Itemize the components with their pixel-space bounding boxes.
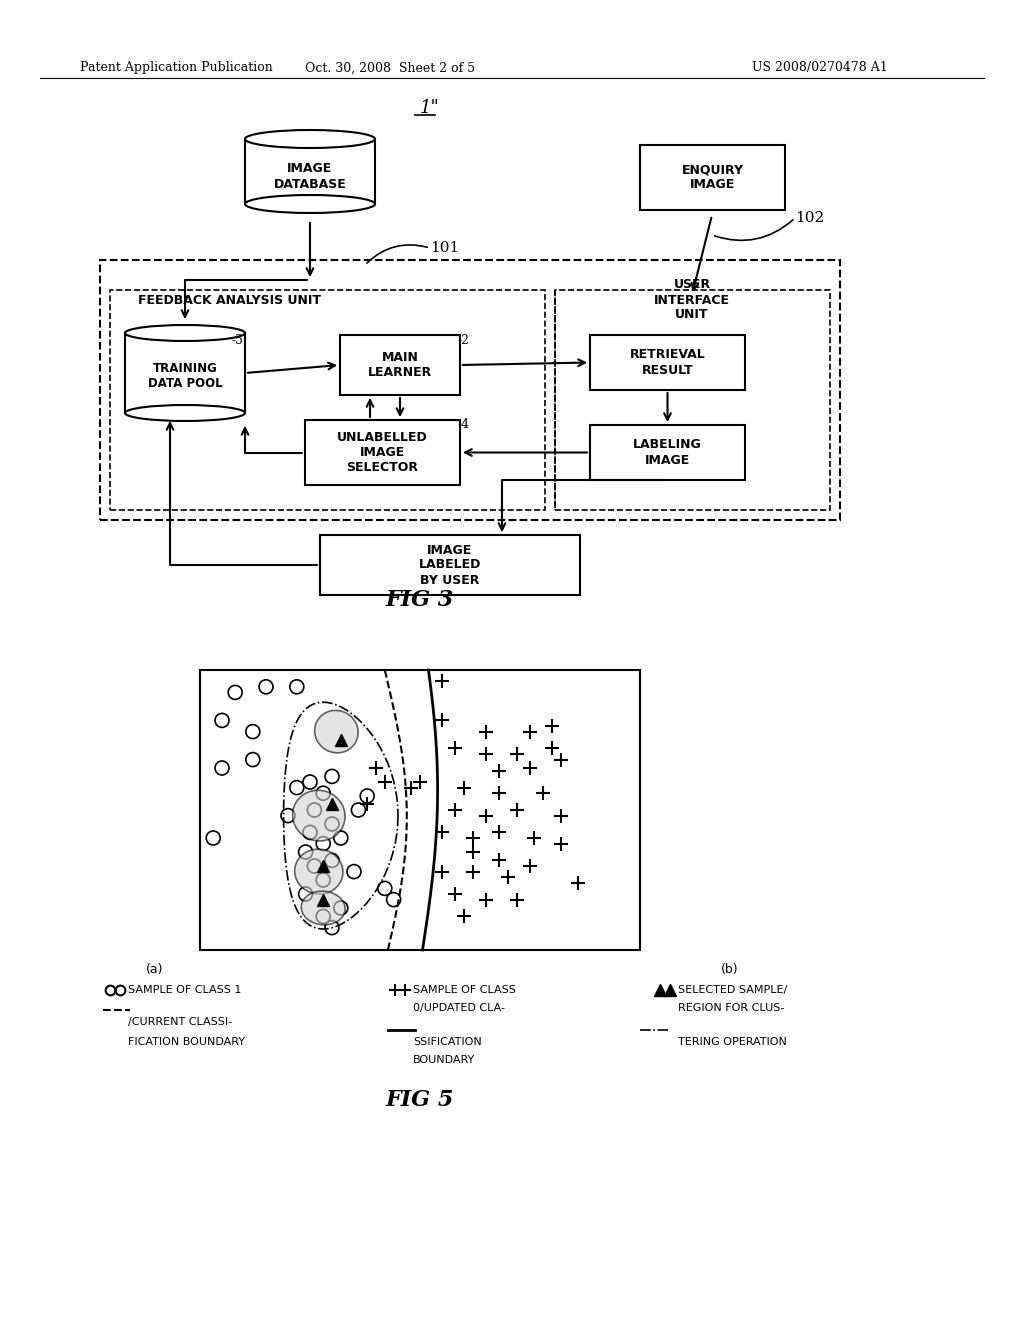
Text: BOUNDARY: BOUNDARY [413, 1055, 475, 1065]
Ellipse shape [125, 405, 245, 421]
Text: SAMPLE OF CLASS: SAMPLE OF CLASS [413, 985, 516, 995]
Text: IMAGE
DATABASE: IMAGE DATABASE [273, 162, 346, 190]
Text: SAMPLE OF CLASS 1: SAMPLE OF CLASS 1 [128, 985, 242, 995]
Text: SSIFICATION: SSIFICATION [413, 1038, 481, 1047]
Ellipse shape [293, 791, 345, 841]
Text: ENQUIRY
IMAGE: ENQUIRY IMAGE [682, 164, 743, 191]
Text: -4: -4 [458, 418, 470, 432]
Text: FICATION BOUNDARY: FICATION BOUNDARY [128, 1038, 245, 1047]
Text: TERING OPERATION: TERING OPERATION [678, 1038, 786, 1047]
Text: FEEDBACK ANALYSIS UNIT: FEEDBACK ANALYSIS UNIT [138, 293, 322, 306]
Text: 101: 101 [430, 242, 459, 255]
Text: 0/UPDATED CLA-: 0/UPDATED CLA- [413, 1003, 505, 1012]
Text: 1": 1" [420, 99, 440, 117]
FancyBboxPatch shape [590, 335, 745, 389]
Text: LABELING
IMAGE: LABELING IMAGE [633, 438, 701, 466]
FancyBboxPatch shape [640, 145, 785, 210]
Text: -2: -2 [458, 334, 470, 346]
Text: US 2008/0270478 A1: US 2008/0270478 A1 [752, 62, 888, 74]
FancyBboxPatch shape [319, 535, 580, 595]
Ellipse shape [314, 710, 358, 752]
FancyBboxPatch shape [590, 425, 745, 480]
Ellipse shape [301, 891, 345, 925]
Text: FIG 3: FIG 3 [386, 589, 455, 611]
Text: USER
INTERFACE
UNIT: USER INTERFACE UNIT [654, 279, 730, 322]
Text: FIG 5: FIG 5 [386, 1089, 455, 1111]
Text: Oct. 30, 2008  Sheet 2 of 5: Oct. 30, 2008 Sheet 2 of 5 [305, 62, 475, 74]
Text: 102: 102 [795, 211, 824, 224]
Text: TRAINING
DATA POOL: TRAINING DATA POOL [147, 362, 222, 389]
Text: RETRIEVAL
RESULT: RETRIEVAL RESULT [630, 348, 706, 376]
Text: SELECTED SAMPLE/: SELECTED SAMPLE/ [678, 985, 787, 995]
FancyBboxPatch shape [340, 335, 460, 395]
Text: MAIN
LEARNER: MAIN LEARNER [368, 351, 432, 379]
FancyBboxPatch shape [305, 420, 460, 484]
Text: (a): (a) [146, 964, 164, 977]
Ellipse shape [125, 325, 245, 341]
Text: IMAGE
LABELED
BY USER: IMAGE LABELED BY USER [419, 544, 481, 586]
Text: UNLABELLED
IMAGE
SELECTOR: UNLABELLED IMAGE SELECTOR [337, 432, 428, 474]
Ellipse shape [245, 129, 375, 148]
FancyBboxPatch shape [125, 333, 245, 413]
FancyBboxPatch shape [200, 671, 640, 950]
Text: -5: -5 [232, 334, 244, 346]
Ellipse shape [245, 195, 375, 213]
Text: Patent Application Publication: Patent Application Publication [80, 62, 272, 74]
Text: REGION FOR CLUS-: REGION FOR CLUS- [678, 1003, 784, 1012]
Text: /CURRENT CLASSI-: /CURRENT CLASSI- [128, 1016, 232, 1027]
Text: (b): (b) [721, 964, 738, 977]
Ellipse shape [295, 849, 343, 894]
FancyBboxPatch shape [245, 139, 375, 205]
